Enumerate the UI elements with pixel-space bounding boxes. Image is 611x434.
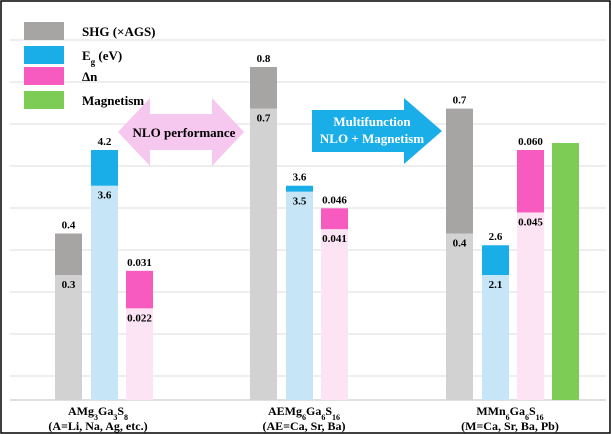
legend-text: Magnetism <box>82 93 144 108</box>
shg-bar-low <box>55 275 82 400</box>
formula-subscript: 6 <box>321 413 325 422</box>
formula-text: S <box>117 404 124 418</box>
dn-high-label: 0.031 <box>127 257 152 269</box>
dn-bar-low <box>321 229 348 400</box>
eg-bar-range <box>91 150 118 186</box>
category-sublabel: (AE=Ca, Sr, Ba) <box>262 419 345 433</box>
formula-subscript: 6 <box>525 413 529 422</box>
legend-subscript: g <box>91 57 96 67</box>
legend-swatch <box>24 22 64 40</box>
eg-high-label: 4.2 <box>98 136 112 148</box>
eg-bar-range <box>286 185 313 192</box>
formula-subscript: 3 <box>94 413 98 422</box>
eg-high-label: 3.6 <box>293 172 307 184</box>
legend-text: (eV) <box>95 48 122 63</box>
shg-bar-range <box>446 108 473 234</box>
shg-low-label: 0.3 <box>62 279 76 291</box>
formula-subscript: 6 <box>302 413 306 422</box>
dn-high-label: 0.046 <box>322 194 347 206</box>
legend-swatch <box>24 91 64 109</box>
formula-subscript: 6 <box>506 413 510 422</box>
eg-bar-low <box>482 275 509 400</box>
formula-text: AEMg <box>268 404 302 418</box>
dn-low-label: 0.022 <box>127 312 152 324</box>
magnetism-bar <box>552 143 579 400</box>
formula-text: Ga <box>510 404 525 418</box>
formula-text: S <box>325 404 332 418</box>
shg-bar-low <box>250 108 277 400</box>
formula-text: MMn <box>476 404 506 418</box>
shg-high-label: 0.8 <box>257 53 271 65</box>
formula-text: Ga <box>98 404 113 418</box>
legend-label: Δn <box>82 69 98 84</box>
formula-subscript: 16 <box>536 413 544 422</box>
eg-bar-low <box>91 185 118 400</box>
legend-text: Δn <box>82 69 98 84</box>
legend-text: E <box>82 48 91 63</box>
dn-bar-low <box>517 212 544 400</box>
formula-text: Ga <box>306 404 321 418</box>
eg-low-label: 2.1 <box>489 279 503 291</box>
shg-low-label: 0.4 <box>453 238 467 250</box>
formula-subscript: 8 <box>124 413 128 422</box>
formula-subscript: 3 <box>113 413 117 422</box>
dn-bar-range <box>126 270 153 309</box>
legend: SHG (×AGS) Eg (eV) Δn Magnetism <box>24 22 156 109</box>
multifunction-arrow-label: NLO + Magnetism <box>320 131 424 146</box>
dn-low-label: 0.041 <box>322 233 347 245</box>
eg-bar-low <box>286 191 313 400</box>
dn-bar-range <box>321 208 348 230</box>
eg-high-label: 2.6 <box>489 231 503 243</box>
legend-label: Eg (eV) <box>82 48 122 67</box>
formula-text: AMg <box>68 404 94 418</box>
shg-bar-range <box>250 67 277 109</box>
shg-low-label: 0.7 <box>257 113 271 125</box>
category-label: AMg3Ga3S8 <box>68 404 128 422</box>
category-label: MMn6Ga6S16 <box>476 404 543 422</box>
shg-high-label: 0.4 <box>62 220 76 232</box>
multifunction-arrow-label: Multifunction <box>333 114 411 129</box>
formula-text: S <box>529 404 536 418</box>
shg-high-label: 0.7 <box>453 95 467 107</box>
legend-label: Magnetism <box>82 93 144 108</box>
legend-text: SHG (×AGS) <box>82 24 156 39</box>
multifunction-arrow <box>312 98 442 164</box>
legend-swatch <box>24 46 64 64</box>
category-label: AEMg6Ga6S16 <box>268 404 340 422</box>
legend-label: SHG (×AGS) <box>82 24 156 39</box>
nlo-double-arrow <box>118 98 244 166</box>
dn-low-label: 0.045 <box>518 217 543 229</box>
formula-subscript: 16 <box>332 413 340 422</box>
shg-bar-low <box>446 233 473 400</box>
eg-low-label: 3.5 <box>293 196 307 208</box>
bar-group-2: 0.80.73.63.5 0.0460.041AEMg6Ga6S16(AE=Ca,… <box>250 53 348 433</box>
category-sublabel: (A=Li, Na, Ag, etc.) <box>48 419 147 433</box>
eg-low-label: 3.6 <box>98 190 112 202</box>
dn-high-label: 0.060 <box>518 136 543 148</box>
category-sublabel: (M=Ca, Sr, Ba, Pb) <box>461 419 559 433</box>
dn-bar-low <box>126 308 153 400</box>
eg-bar-range <box>482 245 509 275</box>
nlo-arrow-label: NLO performance <box>133 125 236 140</box>
shg-bar-range <box>55 233 82 276</box>
legend-swatch <box>24 67 64 85</box>
dn-bar-range <box>517 150 544 213</box>
